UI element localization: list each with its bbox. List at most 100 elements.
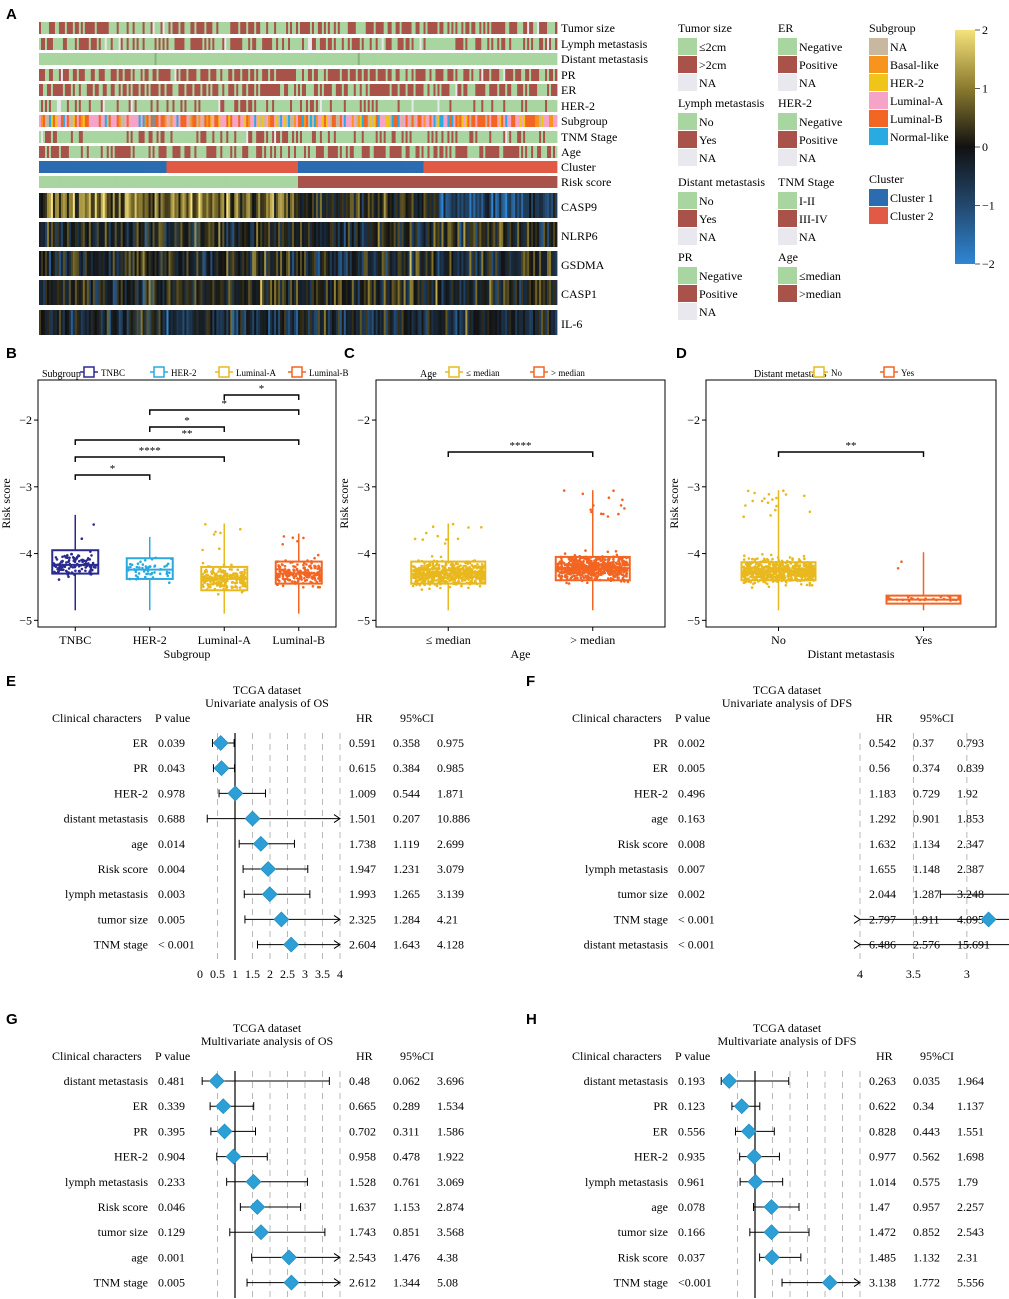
- annotation-cell: [262, 100, 265, 112]
- annotation-cell: [144, 176, 147, 188]
- heat-cell: [467, 222, 470, 247]
- heat-cell: [270, 222, 273, 247]
- annotation-cell: [541, 53, 544, 65]
- annotation-cell: [381, 69, 385, 81]
- annotation-cell: [519, 84, 522, 96]
- annotation-cell: [236, 176, 239, 188]
- annotation-cell: [72, 53, 76, 65]
- annotation-cell: [345, 22, 349, 34]
- heat-cell: [525, 280, 528, 305]
- annotation-cell: [521, 146, 524, 158]
- heat-cell: [403, 193, 406, 218]
- annotation-cell: [377, 53, 381, 65]
- heat-cell: [294, 280, 297, 305]
- heat-cell: [479, 251, 482, 276]
- heat-cell: [529, 193, 532, 218]
- annotation-cell: [200, 38, 203, 50]
- annotation-cell: [311, 84, 315, 96]
- annotation-cell: [533, 69, 536, 81]
- annotation-cell: [337, 115, 341, 127]
- heat-cell: [158, 310, 161, 335]
- annotation-cell: [176, 176, 179, 188]
- heat-cell: [218, 310, 221, 335]
- heat-cell: [62, 310, 66, 335]
- annotation-cell: [403, 146, 406, 158]
- annotation-cell: [88, 69, 92, 81]
- annotation-cell: [447, 146, 450, 158]
- annotation-cell: [204, 69, 207, 81]
- heat-cell: [515, 193, 518, 218]
- annotation-cell: [136, 146, 140, 158]
- annotation-cell: [475, 146, 478, 158]
- annotation-cell: [54, 69, 58, 81]
- heat-cell: [208, 280, 211, 305]
- heat-cell: [395, 280, 399, 305]
- annotation-cell: [391, 38, 395, 50]
- annotation-cell: [274, 161, 277, 173]
- annotation-cell: [451, 69, 454, 81]
- annotation-cell: [120, 38, 124, 50]
- annotation-cell: [48, 131, 52, 143]
- heat-cell: [491, 280, 494, 305]
- annotation-cell: [343, 84, 347, 96]
- heat-cell: [317, 310, 321, 335]
- heat-cell: [42, 280, 46, 305]
- annotation-cell: [373, 22, 377, 34]
- annotation-cell: [294, 22, 297, 34]
- annotation-cell: [523, 176, 526, 188]
- annotation-cell: [230, 115, 233, 127]
- annotation-cell: [88, 115, 92, 127]
- annotation-cell: [515, 22, 518, 34]
- annotation-cell: [509, 69, 512, 81]
- heat-cell: [120, 251, 124, 276]
- annotation-cell: [459, 131, 462, 143]
- heat-cell: [485, 280, 488, 305]
- heat-cell: [260, 310, 263, 335]
- annotation-cell: [120, 115, 124, 127]
- annotation-cell: [272, 100, 275, 112]
- annotation-cell: [395, 69, 399, 81]
- heat-cell: [56, 310, 60, 335]
- heat-cell: [92, 280, 96, 305]
- legend-label: ≤ median: [466, 368, 500, 378]
- annotation-cell: [172, 69, 175, 81]
- annotation-cell: [92, 146, 96, 158]
- heat-cell: [232, 251, 235, 276]
- data-point: [212, 571, 216, 575]
- annotation-cell: [270, 53, 273, 65]
- annotation-cell: [196, 53, 199, 65]
- annotation-cell: [433, 115, 436, 127]
- heat-cell: [433, 280, 436, 305]
- annotation-cell: [375, 38, 379, 50]
- legend-group-8: SubgroupNABasal-likeHER-2Luminal-ALumina…: [869, 21, 949, 145]
- annotation-cell: [168, 146, 171, 158]
- annotation-cell: [385, 115, 389, 127]
- heat-cell: [389, 251, 393, 276]
- heat-cell: [156, 280, 159, 305]
- annotation-cell: [457, 69, 460, 81]
- heat-cell: [278, 193, 281, 218]
- heat-cell: [471, 193, 474, 218]
- annotation-cell: [234, 38, 237, 50]
- heat-cell: [286, 193, 289, 218]
- heat-cell: [88, 222, 92, 247]
- annotation-cell: [537, 100, 540, 112]
- annotation-cell: [379, 146, 383, 158]
- annotation-cell: [246, 100, 249, 112]
- annotation-cell: [521, 22, 524, 34]
- annotation-cell: [128, 38, 132, 50]
- heat-cell: [349, 251, 353, 276]
- heat-cell: [246, 310, 249, 335]
- annotation-cell: [313, 131, 317, 143]
- annotation-cell: [497, 176, 500, 188]
- annotation-cell: [234, 176, 237, 188]
- annotation-cell: [507, 38, 510, 50]
- annotation-cell: [437, 115, 440, 127]
- annotation-cell: [527, 84, 530, 96]
- annotation-cell: [503, 22, 506, 34]
- heat-cell: [539, 251, 542, 276]
- annotation-cell: [286, 100, 289, 112]
- annotation-cell: [463, 161, 466, 173]
- annotation-cell: [194, 100, 197, 112]
- annotation-cell: [194, 131, 197, 143]
